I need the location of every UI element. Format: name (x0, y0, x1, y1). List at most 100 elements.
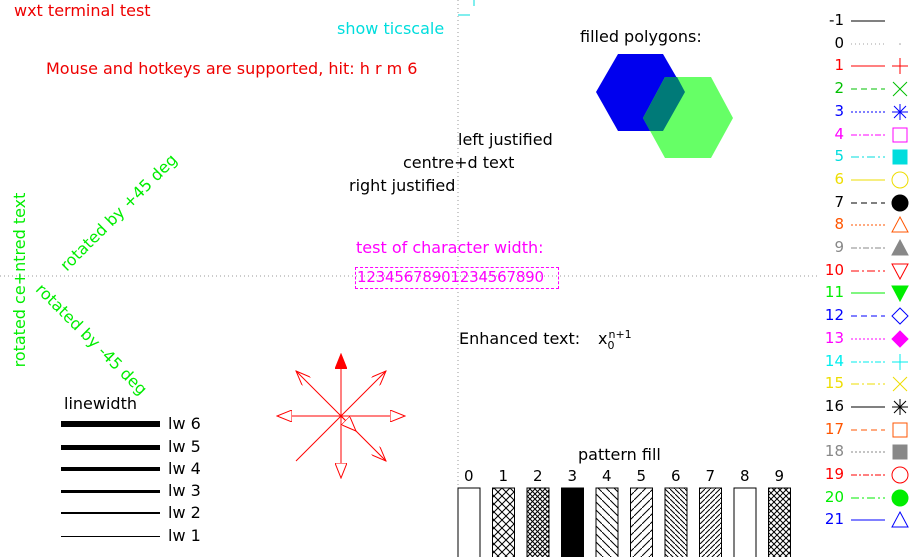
legend-sample (851, 238, 909, 256)
legend-marker (892, 103, 908, 120)
legend-label: -1 (829, 11, 844, 29)
legend-sample (851, 398, 908, 415)
legend-sample (851, 263, 909, 280)
legend-marker (892, 422, 908, 438)
legend-marker (891, 171, 909, 189)
pattern-label: 9 (774, 467, 785, 485)
legend-sample (851, 216, 909, 233)
linewidth-bar (61, 467, 160, 471)
legend-label: 20 (824, 487, 844, 506)
legend-row: 8 (818, 214, 917, 236)
charwidth-label: test of character width: (356, 238, 544, 257)
legend-label: 4 (834, 124, 844, 143)
pattern-box (492, 487, 515, 557)
legend-label: 16 (824, 396, 844, 415)
legend-row: 16 (818, 396, 917, 418)
legend-label: 2 (834, 79, 844, 98)
pattern-label: 7 (705, 467, 716, 485)
legend-row: 15 (818, 373, 917, 395)
legend-label: 6 (834, 169, 844, 188)
linewidth-label: lw 4 (168, 459, 201, 478)
pattern-box (699, 487, 722, 557)
legend-row: 10 (818, 260, 917, 282)
legend-label: 18 (824, 442, 844, 461)
legend-marker (891, 466, 909, 484)
legend-row: 20 (818, 487, 917, 509)
legend-label: 21 (824, 510, 844, 529)
legend-row: 14 (818, 351, 917, 373)
pattern-label: 6 (671, 467, 681, 485)
rotated-centred-text: rotated ce+ntred text (10, 192, 29, 368)
legend-sample (851, 194, 909, 212)
arrow-up-right (340, 371, 386, 417)
legend-row: 18 (818, 441, 917, 463)
legend-marker (892, 58, 908, 75)
legend-row: 0 (818, 33, 917, 55)
legend-row: 7 (818, 192, 917, 214)
legend-label: 5 (834, 147, 844, 166)
legend-label: 10 (824, 260, 844, 279)
arrow-down-left (295, 415, 342, 462)
linewidth-label: lw 1 (168, 526, 201, 545)
legend-row: 12 (818, 305, 917, 327)
legend-sample (851, 149, 908, 165)
pattern-box (664, 487, 688, 557)
legend-marker (892, 149, 908, 165)
legend-marker (892, 398, 908, 415)
legend-row: 21 (818, 509, 917, 531)
legend-marker (891, 489, 909, 507)
pattern-label: 1 (498, 467, 509, 485)
legend-sample (851, 81, 908, 97)
legend-label: 12 (824, 306, 844, 325)
pattern-box (630, 487, 653, 557)
legend-sample (851, 58, 908, 75)
legend-marker (892, 376, 908, 392)
legend-marker (892, 81, 908, 97)
legend-row: 11 (818, 282, 917, 304)
legend-sample (851, 285, 909, 303)
pattern-label: 5 (636, 467, 647, 485)
pattern-label: 3 (567, 467, 578, 485)
pattern-box (595, 487, 619, 557)
legend-marker (891, 216, 909, 233)
legend-label: 11 (824, 283, 844, 302)
linewidth-bar (61, 535, 160, 537)
legend-label: 14 (824, 351, 844, 370)
polygons-label: filled polygons: (580, 27, 702, 46)
legend-row: 13 (818, 328, 917, 350)
legend-sample (851, 444, 908, 460)
legend-marker (891, 238, 909, 256)
legend-marker (892, 127, 908, 142)
legend-row: 19 (818, 464, 917, 486)
linewidth-label: lw 5 (168, 437, 201, 456)
legend-sample (851, 330, 909, 348)
filled-polygons (596, 54, 733, 158)
centred-text: centre+d text (403, 153, 515, 172)
legend-marker (891, 307, 909, 325)
legend-sample (851, 171, 909, 189)
legend-label: 15 (824, 374, 844, 393)
legend-marker (891, 330, 909, 348)
legend-sample (851, 376, 908, 392)
linewidth-bar (61, 421, 160, 427)
linewidth-bar (61, 489, 160, 493)
pattern-box (457, 487, 481, 557)
pattern-fill-boxes (457, 487, 791, 557)
legend-sample (851, 353, 908, 370)
enhanced-subscript: 0 (607, 339, 615, 352)
linewidth-bar (61, 444, 160, 450)
enhanced-superscript: n+1 (608, 328, 632, 341)
legend-row: 6 (818, 169, 917, 191)
right-justified-text: right justified (349, 176, 456, 195)
legend-marker (891, 285, 909, 303)
legend-sample (851, 307, 909, 325)
legend-sample (851, 466, 909, 484)
linewidth-label: lw 3 (168, 481, 201, 500)
pattern-label: 8 (740, 467, 750, 485)
linewidth-title: linewidth (64, 394, 137, 413)
legend-marker (891, 263, 909, 280)
legend-sample (851, 20, 885, 22)
pattern-box (768, 487, 791, 557)
